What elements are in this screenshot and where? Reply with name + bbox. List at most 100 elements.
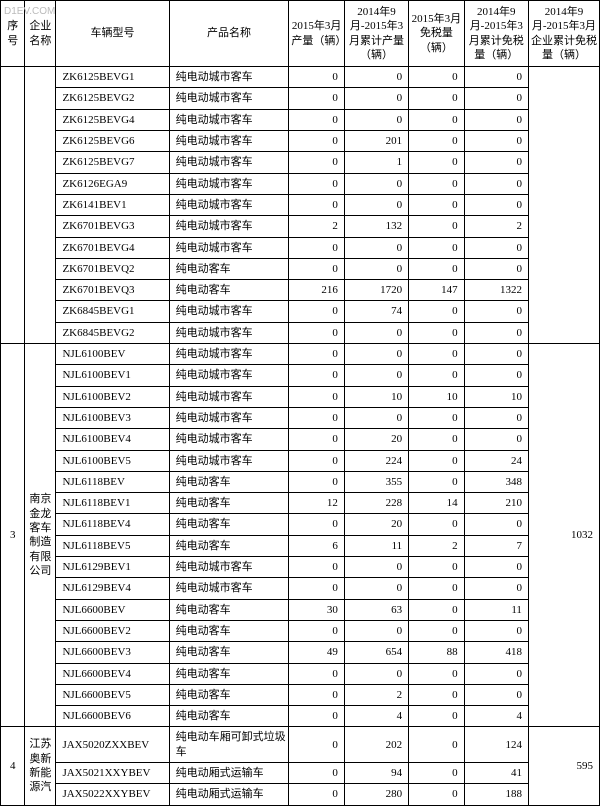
value-cell: 88 bbox=[409, 642, 464, 663]
value-cell: 0 bbox=[289, 784, 344, 805]
value-cell: 0 bbox=[344, 620, 408, 641]
value-cell: 24 bbox=[464, 450, 528, 471]
value-cell: 0 bbox=[409, 599, 464, 620]
header-col3: 2015年3月免税量（辆） bbox=[409, 1, 464, 67]
model-cell: ZK6141BEV1 bbox=[56, 194, 169, 215]
watermark-text: D1EV.COM bbox=[4, 6, 55, 17]
header-product: 产品名称 bbox=[169, 1, 289, 67]
value-cell: 418 bbox=[464, 642, 528, 663]
company-total-cell: 1032 bbox=[528, 344, 599, 727]
value-cell: 0 bbox=[464, 258, 528, 279]
value-cell: 2 bbox=[464, 216, 528, 237]
value-cell: 0 bbox=[409, 152, 464, 173]
table-row: NJL6118BEV4纯电动客车02000 bbox=[1, 514, 600, 535]
value-cell: 0 bbox=[409, 762, 464, 783]
header-model: 车辆型号 bbox=[56, 1, 169, 67]
product-cell: 纯电动客车 bbox=[169, 493, 289, 514]
value-cell: 0 bbox=[289, 194, 344, 215]
model-cell: ZK6701BEVG4 bbox=[56, 237, 169, 258]
value-cell: 0 bbox=[409, 67, 464, 88]
value-cell: 0 bbox=[409, 727, 464, 763]
product-cell: 纯电动客车 bbox=[169, 280, 289, 301]
table-row: NJL6118BEV1纯电动客车1222814210 bbox=[1, 493, 600, 514]
value-cell: 348 bbox=[464, 471, 528, 492]
value-cell: 0 bbox=[289, 762, 344, 783]
value-cell: 0 bbox=[289, 322, 344, 343]
value-cell: 0 bbox=[409, 258, 464, 279]
product-cell: 纯电动城市客车 bbox=[169, 67, 289, 88]
value-cell: 0 bbox=[409, 216, 464, 237]
product-cell: 纯电动车厢可卸式垃圾车 bbox=[169, 727, 289, 763]
value-cell: 216 bbox=[289, 280, 344, 301]
value-cell: 0 bbox=[409, 784, 464, 805]
value-cell: 0 bbox=[344, 578, 408, 599]
value-cell: 41 bbox=[464, 762, 528, 783]
value-cell: 0 bbox=[289, 684, 344, 705]
table-body: ZK6125BEVG1纯电动城市客车0000ZK6125BEVG2纯电动城市客车… bbox=[1, 67, 600, 805]
value-cell: 0 bbox=[409, 450, 464, 471]
value-cell: 1 bbox=[344, 152, 408, 173]
value-cell: 0 bbox=[344, 88, 408, 109]
table-row: ZK6701BEVQ3纯电动客车21617201471322 bbox=[1, 280, 600, 301]
value-cell: 0 bbox=[289, 173, 344, 194]
value-cell: 0 bbox=[409, 684, 464, 705]
value-cell: 14 bbox=[409, 493, 464, 514]
table-row: NJL6600BEV4纯电动客车0000 bbox=[1, 663, 600, 684]
value-cell: 0 bbox=[344, 322, 408, 343]
value-cell: 11 bbox=[464, 599, 528, 620]
value-cell: 0 bbox=[289, 258, 344, 279]
product-cell: 纯电动城市客车 bbox=[169, 365, 289, 386]
table-row: ZK6125BEVG1纯电动城市客车0000 bbox=[1, 67, 600, 88]
value-cell: 10 bbox=[409, 386, 464, 407]
value-cell: 0 bbox=[289, 301, 344, 322]
value-cell: 0 bbox=[344, 407, 408, 428]
product-cell: 纯电动客车 bbox=[169, 514, 289, 535]
company-total-cell: 595 bbox=[528, 727, 599, 805]
table-row: NJL6100BEV4纯电动城市客车02000 bbox=[1, 429, 600, 450]
value-cell: 63 bbox=[344, 599, 408, 620]
seq-cell: 3 bbox=[1, 344, 25, 727]
value-cell: 4 bbox=[464, 706, 528, 727]
product-cell: 纯电动城市客车 bbox=[169, 557, 289, 578]
product-cell: 纯电动城市客车 bbox=[169, 173, 289, 194]
company-cell bbox=[25, 67, 56, 344]
value-cell: 224 bbox=[344, 450, 408, 471]
model-cell: NJL6100BEV5 bbox=[56, 450, 169, 471]
model-cell: ZK6126EGA9 bbox=[56, 173, 169, 194]
product-cell: 纯电动城市客车 bbox=[169, 301, 289, 322]
model-cell: NJL6118BEV5 bbox=[56, 535, 169, 556]
value-cell: 0 bbox=[289, 131, 344, 152]
value-cell: 0 bbox=[409, 194, 464, 215]
value-cell: 188 bbox=[464, 784, 528, 805]
value-cell: 0 bbox=[289, 450, 344, 471]
header-col2: 2014年9月-2015年3月累计产量（辆） bbox=[344, 1, 408, 67]
value-cell: 280 bbox=[344, 784, 408, 805]
value-cell: 0 bbox=[289, 365, 344, 386]
model-cell: ZK6701BEVQ2 bbox=[56, 258, 169, 279]
value-cell: 201 bbox=[344, 131, 408, 152]
model-cell: ZK6125BEVG6 bbox=[56, 131, 169, 152]
value-cell: 0 bbox=[289, 557, 344, 578]
value-cell: 11 bbox=[344, 535, 408, 556]
value-cell: 654 bbox=[344, 642, 408, 663]
table-row: ZK6845BEVG2纯电动城市客车0000 bbox=[1, 322, 600, 343]
model-cell: NJL6100BEV4 bbox=[56, 429, 169, 450]
product-cell: 纯电动客车 bbox=[169, 535, 289, 556]
value-cell: 0 bbox=[464, 684, 528, 705]
product-cell: 纯电动城市客车 bbox=[169, 429, 289, 450]
product-cell: 纯电动客车 bbox=[169, 663, 289, 684]
value-cell: 0 bbox=[344, 194, 408, 215]
model-cell: NJL6129BEV1 bbox=[56, 557, 169, 578]
data-table: 序号 企业名称 车辆型号 产品名称 2015年3月产量（辆） 2014年9月-2… bbox=[0, 0, 600, 806]
value-cell: 49 bbox=[289, 642, 344, 663]
table-row: ZK6701BEVQ2纯电动客车0000 bbox=[1, 258, 600, 279]
company-total-cell bbox=[528, 67, 599, 344]
value-cell: 1720 bbox=[344, 280, 408, 301]
model-cell: ZK6125BEVG2 bbox=[56, 88, 169, 109]
table-row: NJL6129BEV4纯电动城市客车0000 bbox=[1, 578, 600, 599]
value-cell: 0 bbox=[409, 173, 464, 194]
model-cell: NJL6118BEV4 bbox=[56, 514, 169, 535]
model-cell: NJL6100BEV3 bbox=[56, 407, 169, 428]
product-cell: 纯电动城市客车 bbox=[169, 88, 289, 109]
value-cell: 0 bbox=[289, 663, 344, 684]
